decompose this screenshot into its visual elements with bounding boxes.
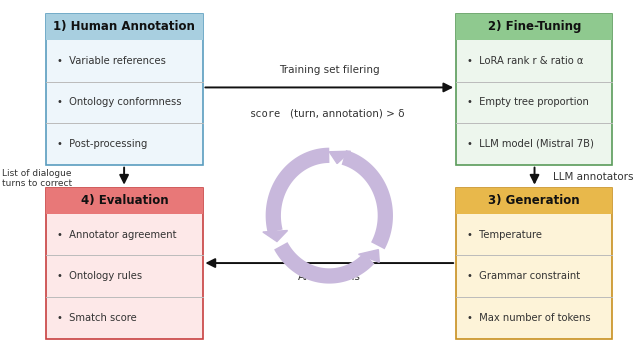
Text: •  Smatch score: • Smatch score <box>57 313 136 323</box>
FancyBboxPatch shape <box>46 188 202 338</box>
Text: •  Ontology rules: • Ontology rules <box>57 271 142 281</box>
FancyBboxPatch shape <box>46 14 202 165</box>
FancyBboxPatch shape <box>456 14 612 40</box>
FancyBboxPatch shape <box>456 188 612 338</box>
Polygon shape <box>358 250 380 262</box>
Text: •  LoRA rank r & ratio α: • LoRA rank r & ratio α <box>467 56 583 66</box>
Text: •  LLM model (Mistral 7B): • LLM model (Mistral 7B) <box>467 139 593 149</box>
Text: •  Max number of tokens: • Max number of tokens <box>467 313 590 323</box>
FancyBboxPatch shape <box>46 14 202 40</box>
Text: Annotations: Annotations <box>298 272 361 282</box>
Text: 2) Fine-Tuning: 2) Fine-Tuning <box>488 20 581 33</box>
Text: •  Grammar constraint: • Grammar constraint <box>467 271 580 281</box>
Text: score: score <box>250 109 281 119</box>
Text: •  Temperature: • Temperature <box>467 230 541 240</box>
Polygon shape <box>329 151 351 164</box>
Text: 3) Generation: 3) Generation <box>488 194 580 207</box>
Text: (turn, annotation) > δ: (turn, annotation) > δ <box>290 109 404 119</box>
FancyBboxPatch shape <box>456 188 612 214</box>
Text: LLM annotators: LLM annotators <box>553 172 634 182</box>
Text: •  Post-processing: • Post-processing <box>57 139 147 149</box>
Text: •  Empty tree proportion: • Empty tree proportion <box>467 97 589 107</box>
Text: List of dialogue
turns to correct: List of dialogue turns to correct <box>2 169 72 188</box>
Text: Training set filering: Training set filering <box>279 65 380 75</box>
FancyBboxPatch shape <box>456 14 612 165</box>
Text: 1) Human Annotation: 1) Human Annotation <box>54 20 195 33</box>
Text: •  Variable references: • Variable references <box>57 56 166 66</box>
Text: •  Annotator agreement: • Annotator agreement <box>57 230 177 240</box>
Text: 4) Evaluation: 4) Evaluation <box>81 194 168 207</box>
Text: •  Ontology conformness: • Ontology conformness <box>57 97 181 107</box>
Polygon shape <box>263 230 287 241</box>
FancyBboxPatch shape <box>46 188 202 214</box>
